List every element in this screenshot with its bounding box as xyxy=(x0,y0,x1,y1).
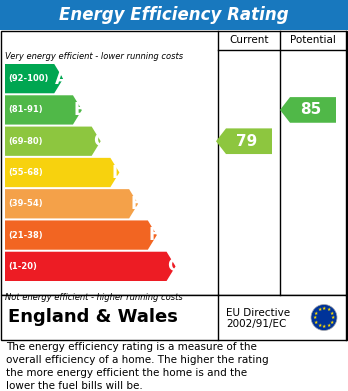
Text: overall efficiency of a home. The higher the rating: overall efficiency of a home. The higher… xyxy=(6,355,269,365)
Text: E: E xyxy=(130,195,142,213)
Text: 85: 85 xyxy=(300,102,322,117)
Text: Very energy efficient - lower running costs: Very energy efficient - lower running co… xyxy=(5,52,183,61)
Text: (92-100): (92-100) xyxy=(8,74,48,83)
Text: ★: ★ xyxy=(331,315,335,320)
Text: ★: ★ xyxy=(313,315,317,320)
Text: G: G xyxy=(167,257,181,275)
Circle shape xyxy=(311,305,337,330)
Text: (69-80): (69-80) xyxy=(8,137,42,146)
Text: C: C xyxy=(93,132,105,150)
Text: 2002/91/EC: 2002/91/EC xyxy=(226,319,286,328)
Text: ★: ★ xyxy=(317,307,322,312)
Text: ★: ★ xyxy=(326,323,331,328)
Text: Potential: Potential xyxy=(290,35,336,45)
Text: F: F xyxy=(149,226,160,244)
Text: lower the fuel bills will be.: lower the fuel bills will be. xyxy=(6,381,143,391)
Polygon shape xyxy=(216,128,272,154)
Text: (81-91): (81-91) xyxy=(8,106,42,115)
Bar xyxy=(0,0,348,30)
Text: Energy Efficiency Rating: Energy Efficiency Rating xyxy=(59,6,289,24)
Text: ★: ★ xyxy=(330,310,334,316)
Text: the more energy efficient the home is and the: the more energy efficient the home is an… xyxy=(6,368,247,378)
Polygon shape xyxy=(5,127,101,156)
Polygon shape xyxy=(5,158,119,187)
Text: ★: ★ xyxy=(314,310,318,316)
Text: (39-54): (39-54) xyxy=(8,199,42,208)
Bar xyxy=(1,31,347,295)
Text: ★: ★ xyxy=(330,319,334,325)
Polygon shape xyxy=(5,64,63,93)
Bar xyxy=(1,295,347,340)
Polygon shape xyxy=(5,95,82,125)
Text: ★: ★ xyxy=(322,306,326,311)
Text: A: A xyxy=(55,70,68,88)
Text: (21-38): (21-38) xyxy=(8,231,42,240)
Text: EU Directive: EU Directive xyxy=(226,308,290,319)
Text: The energy efficiency rating is a measure of the: The energy efficiency rating is a measur… xyxy=(6,342,257,352)
Text: (55-68): (55-68) xyxy=(8,168,43,177)
Polygon shape xyxy=(5,252,175,281)
Text: Not energy efficient - higher running costs: Not energy efficient - higher running co… xyxy=(5,293,183,302)
Text: ★: ★ xyxy=(322,324,326,329)
Text: ★: ★ xyxy=(326,307,331,312)
Text: (1-20): (1-20) xyxy=(8,262,37,271)
Text: England & Wales: England & Wales xyxy=(8,308,178,326)
Polygon shape xyxy=(280,97,336,123)
Text: ★: ★ xyxy=(314,319,318,325)
Text: Current: Current xyxy=(229,35,269,45)
Text: 79: 79 xyxy=(236,134,258,149)
Text: D: D xyxy=(111,163,125,181)
Polygon shape xyxy=(5,189,138,219)
Text: B: B xyxy=(74,101,87,119)
Polygon shape xyxy=(5,221,157,250)
Text: ★: ★ xyxy=(317,323,322,328)
